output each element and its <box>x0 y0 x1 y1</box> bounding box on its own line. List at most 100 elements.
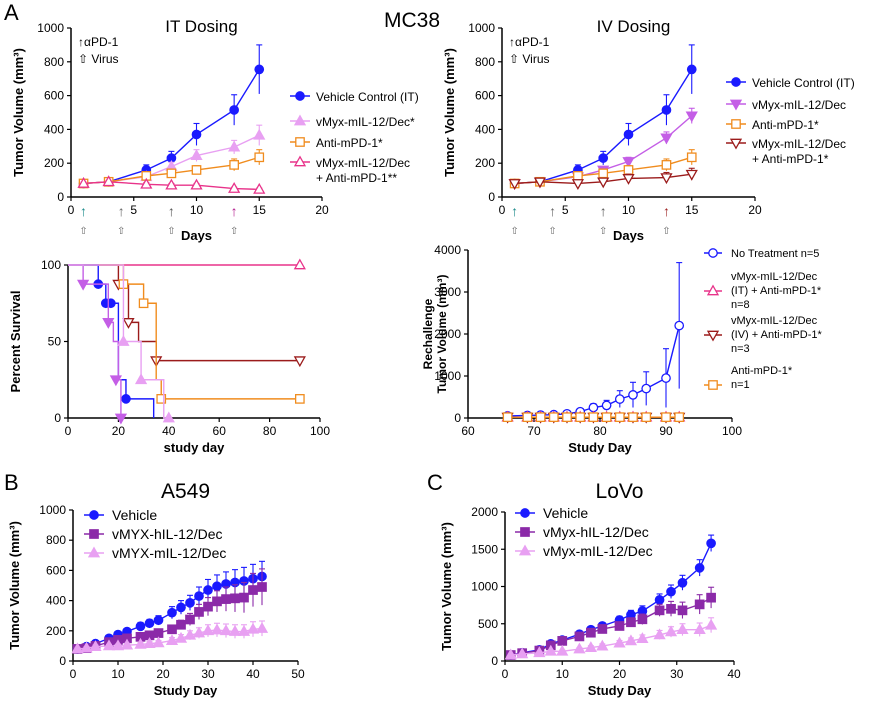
data-point <box>165 178 178 190</box>
data-point <box>89 640 102 652</box>
data-point <box>574 631 585 642</box>
x-axis-label: Days <box>181 228 212 243</box>
data-point <box>661 160 672 170</box>
virus-annotation: ⇧ Virus <box>78 52 119 66</box>
data-point <box>562 412 572 423</box>
data-point <box>660 173 673 185</box>
data-point <box>210 623 224 635</box>
virus-arrow: ⇧ <box>510 226 518 237</box>
legend-entry: Anti-mPD-1* <box>726 118 819 132</box>
data-point <box>228 140 241 152</box>
survival-line <box>68 264 122 418</box>
x-tick-label: 20 <box>112 424 126 438</box>
data-point <box>706 538 716 549</box>
data-point <box>628 390 638 400</box>
y-tick-label: 0 <box>57 190 64 204</box>
data-point <box>143 637 156 648</box>
series-line <box>507 325 680 417</box>
survival-point <box>114 413 128 425</box>
data-point <box>176 619 186 630</box>
data-point <box>219 624 233 636</box>
data-point <box>601 400 612 411</box>
data-point <box>613 636 626 648</box>
x-tick-label: 70 <box>527 424 541 438</box>
data-point <box>557 636 568 646</box>
data-point <box>183 628 197 640</box>
y-tick-label: 200 <box>475 156 495 170</box>
legend-marker <box>706 284 720 296</box>
survival-point <box>293 258 306 270</box>
data-point <box>228 625 242 636</box>
x-tick-label: 40 <box>727 667 741 681</box>
survival-point <box>156 394 167 404</box>
data-point <box>686 64 697 75</box>
legend-marker <box>708 248 718 258</box>
data-point <box>203 585 213 595</box>
data-point <box>622 174 635 185</box>
x-tick-label: 15 <box>685 203 699 217</box>
legend-entry: Vehicle <box>84 507 157 523</box>
x-tick-label: 0 <box>499 203 506 217</box>
y-tick-label: 0 <box>488 190 495 204</box>
data-point <box>677 605 688 616</box>
x-tick-label: 5 <box>130 203 137 217</box>
y-tick-label: 2000 <box>434 327 461 341</box>
x-tick-label: 10 <box>556 667 570 681</box>
data-point <box>706 592 716 603</box>
legend-marker <box>89 529 99 539</box>
data-point <box>190 178 203 190</box>
data-point <box>661 373 671 383</box>
data-point <box>653 628 666 640</box>
data-point <box>194 607 204 617</box>
data-point <box>674 412 685 423</box>
data-point <box>601 412 612 423</box>
legend-entry: vMyx-mIL-12/Dec (IV) + Anti-mPD-1* n=3 <box>704 315 822 355</box>
legend-label: No Treatment n=5 <box>731 248 819 260</box>
data-point <box>194 591 204 601</box>
series-3 <box>508 167 698 191</box>
data-point <box>654 595 665 605</box>
series-2 <box>71 620 269 654</box>
survival-point <box>294 394 305 404</box>
data-point <box>135 621 146 632</box>
data-point <box>504 648 517 660</box>
data-point <box>176 602 186 613</box>
data-point <box>660 133 673 145</box>
legend-label: (IV) + Anti-mPD-1* <box>731 329 822 341</box>
data-point <box>191 129 202 140</box>
legend-label: vMyx-mIL-12/Dec <box>316 156 410 170</box>
series-line <box>510 624 712 656</box>
data-point <box>165 634 179 645</box>
legend-entry: Anti-mPD-1* <box>290 136 383 150</box>
legend-label: vMYX-hIL-12/Dec <box>112 526 222 542</box>
x-tick-label: 100 <box>722 424 742 438</box>
data-point <box>254 64 265 75</box>
legend-entry: Vehicle Control (IT) <box>290 90 419 104</box>
legend-label: n=1 <box>731 379 750 391</box>
survival-line <box>68 264 300 362</box>
data-point <box>111 639 125 651</box>
y-tick-label: 1000 <box>37 21 64 35</box>
data-point <box>185 598 195 608</box>
y-tick-label: 4000 <box>434 243 461 257</box>
panel-label-a: A <box>4 0 19 25</box>
data-point <box>661 412 671 423</box>
data-point <box>134 637 147 649</box>
data-point <box>255 622 269 633</box>
data-point <box>676 623 689 635</box>
survival-line <box>68 264 155 418</box>
data-point <box>614 394 625 404</box>
data-point <box>533 177 547 189</box>
survival-point <box>293 356 306 368</box>
data-point <box>556 644 569 656</box>
legend-label: vMyx-mIL-12/Dec <box>543 543 653 559</box>
x-tick-label: 10 <box>190 203 204 217</box>
data-point <box>535 412 546 423</box>
x-axis-label: Study Day <box>154 683 218 698</box>
y-axis-label: Tumor Volume (mm³) <box>439 522 454 651</box>
chart-title: IV Dosing <box>597 17 671 36</box>
data-point <box>636 632 649 643</box>
x-tick-label: 20 <box>748 203 762 217</box>
survival-point <box>121 394 131 404</box>
virus-arrow: ⇧ <box>599 226 607 237</box>
